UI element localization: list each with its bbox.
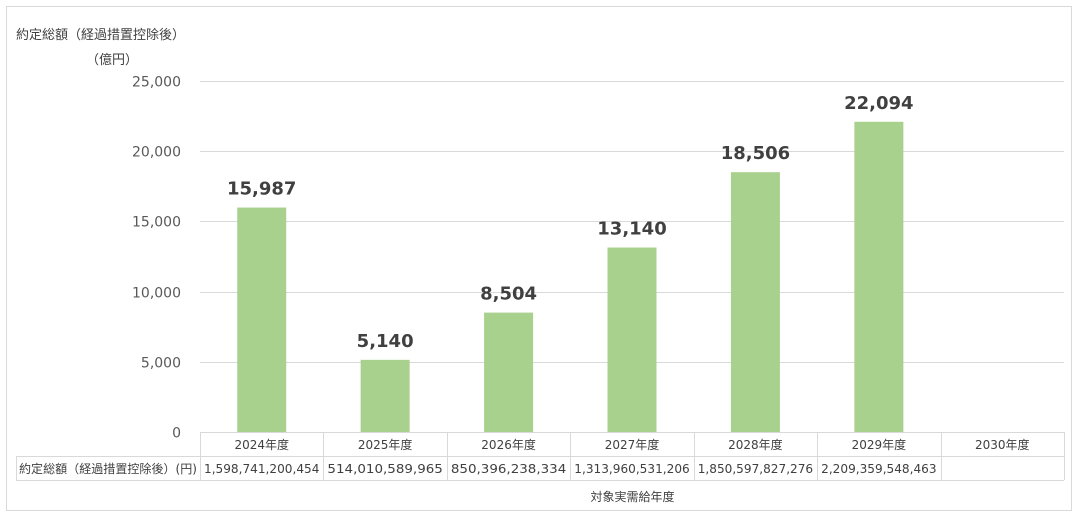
x-tick-label: 2028年度 xyxy=(728,437,783,452)
x-tick-label: 2027年度 xyxy=(605,437,660,452)
table-cell: 514,010,589,965 xyxy=(327,462,442,476)
x-tick-label: 2030年度 xyxy=(975,437,1030,452)
table-row-header: 約定総額（経過措置控除後）(円) xyxy=(19,461,197,476)
y-tick-label: 15,000 xyxy=(132,215,181,231)
x-tick-label: 2029年度 xyxy=(852,437,907,452)
x-tick-label: 2025年度 xyxy=(358,437,413,452)
table-cell: 2,209,359,548,463 xyxy=(821,462,936,476)
y-tick-label: 10,000 xyxy=(132,286,181,302)
data-label-2029年度: 22,094 xyxy=(844,93,913,114)
data-label-2028年度: 18,506 xyxy=(721,143,790,164)
bar-2026年度 xyxy=(484,312,534,432)
bar-2025年度 xyxy=(360,359,410,432)
x-tick-label: 2024年度 xyxy=(234,437,289,452)
bar-2024年度 xyxy=(237,207,287,432)
data-label-2025年度: 5,140 xyxy=(357,331,414,352)
table-cell: 1,598,741,200,454 xyxy=(204,462,319,476)
data-label-2026年度: 8,504 xyxy=(480,284,537,305)
bar-2028年度 xyxy=(730,172,780,432)
table-cell: 1,313,960,531,206 xyxy=(574,462,689,476)
y-tick-label: 5,000 xyxy=(141,356,181,372)
data-label-2024年度: 15,987 xyxy=(227,179,296,200)
x-tick-label: 2026年度 xyxy=(481,437,536,452)
y-axis-title-line2: （億円） xyxy=(86,53,139,68)
table-cell: 1,850,597,827,276 xyxy=(698,462,813,476)
y-axis-title-line1: 約定総額（経過措置控除後） xyxy=(16,28,186,43)
bar-2027年度 xyxy=(607,247,657,432)
y-tick-label: 0 xyxy=(172,426,181,442)
x-axis-title: 対象実需給年度 xyxy=(590,490,675,504)
data-label-2027年度: 13,140 xyxy=(597,219,666,240)
table-cell: 850,396,238,334 xyxy=(451,462,566,476)
chart-frame xyxy=(6,6,1072,511)
y-tick-label: 25,000 xyxy=(132,75,181,91)
bar-2029年度 xyxy=(854,121,904,433)
y-tick-label: 20,000 xyxy=(132,145,181,161)
